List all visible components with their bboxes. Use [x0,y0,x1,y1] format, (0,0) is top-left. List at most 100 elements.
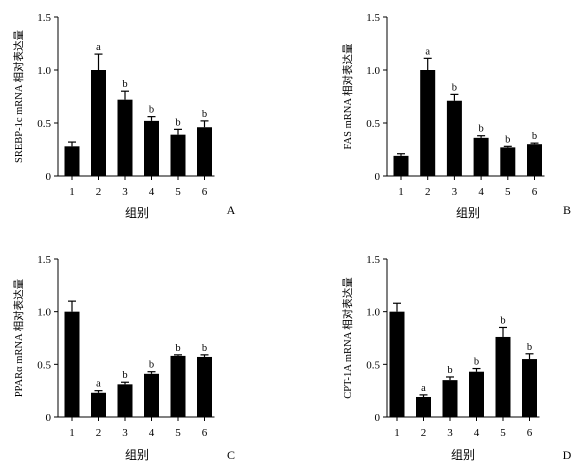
significance-letter: a [421,383,426,394]
bar [522,359,537,417]
x-axis-label: 组别 [456,206,480,220]
bar [389,311,405,417]
x-tick-label: 5 [175,186,181,198]
bar [91,392,106,417]
x-axis-label: 组别 [125,206,149,220]
significance-letter: b [505,134,510,145]
x-tick-label: 2 [96,186,102,198]
x-tick-label: 4 [149,186,155,198]
bar [495,336,511,417]
panel-label: C [227,448,235,462]
x-tick-label: 3 [447,427,453,439]
bar [446,100,462,176]
x-axis-label: 组别 [451,448,475,462]
significance-letter: b [149,360,154,371]
y-tick-label: 0.5 [37,118,51,130]
bar [197,127,212,176]
bar [393,155,409,176]
panel-label: B [563,203,571,217]
y-tick-label: 1.5 [37,254,51,266]
significance-letter: b [478,124,483,135]
x-tick-label: 5 [505,186,511,198]
bar [117,99,133,176]
y-axis-label: FAS mRNA 相对表达量 [341,43,354,149]
x-tick-label: 5 [500,427,506,439]
x-tick-label: 6 [202,427,208,439]
significance-letter: b [202,343,207,354]
bar [170,134,186,176]
bar [469,371,484,417]
significance-letter: b [447,365,452,376]
y-tick-label: 1.0 [366,307,380,319]
x-tick-label: 6 [527,427,533,439]
y-tick-label: 0.5 [366,359,380,371]
panel-label: D [563,448,572,462]
x-tick-label: 4 [478,186,484,198]
significance-letter: a [96,42,101,53]
significance-letter: a [96,379,101,390]
bar [144,373,159,417]
x-tick-label: 3 [122,427,128,439]
chart-panel-d: 0 0.5 1.0 1.5 1 a 2 b 3 b 4 b 5 b 6 CPT-1A mRNA 相对表达量组别… [341,254,572,462]
y-tick-label: 1.5 [366,12,380,24]
bar [473,137,489,176]
bar [64,146,80,176]
x-tick-label: 2 [421,427,427,439]
y-tick-label: 0 [375,412,381,424]
y-tick-label: 1.0 [37,65,51,77]
significance-letter: b [149,105,154,116]
y-tick-label: 0 [46,171,52,183]
y-tick-label: 0.5 [366,118,380,130]
x-tick-label: 3 [452,186,458,198]
significance-letter: b [202,109,207,120]
significance-letter: b [175,343,180,354]
significance-letter: b [474,357,479,368]
significance-letter: b [527,342,532,353]
y-tick-label: 0 [46,412,52,424]
y-tick-label: 0 [375,171,381,183]
x-tick-label: 6 [532,186,538,198]
bar [117,384,133,417]
bar [170,355,186,417]
y-tick-label: 1.5 [366,254,380,266]
significance-letter: b [532,131,537,142]
bar [442,380,458,417]
significance-letter: b [175,117,180,128]
y-tick-label: 1.0 [366,65,380,77]
y-tick-label: 0.5 [37,359,51,371]
y-axis-label: SREBP-1c mRNA 相对表达量 [12,29,25,163]
bar [416,396,431,417]
x-tick-label: 6 [202,186,208,198]
bar [500,147,516,176]
bar [420,70,436,176]
significance-letter: b [452,82,457,93]
significance-letter: a [425,46,430,57]
x-tick-label: 2 [96,427,102,439]
y-tick-label: 1.0 [37,307,51,319]
y-tick-label: 1.5 [37,12,51,24]
x-tick-label: 3 [122,186,128,198]
x-tick-label: 1 [398,186,404,198]
chart-panel-a: 0 0.5 1.0 1.5 1 a 2 b 3 b 4 b 5 b 6 SREBP-1c mRNA 相对表达量… [12,12,236,220]
x-axis-label: 组别 [125,448,149,462]
significance-letter: b [122,79,127,90]
bar [91,70,106,176]
x-tick-label: 1 [394,427,400,439]
x-tick-label: 5 [175,427,181,439]
x-tick-label: 4 [149,427,155,439]
y-axis-label: PPARα mRNA 相对表达量 [12,278,25,397]
significance-letter: b [500,315,505,326]
y-axis-label: CPT-1A mRNA 相对表达量 [341,277,354,399]
panel-label: A [227,203,236,217]
x-tick-label: 2 [425,186,431,198]
bar [144,120,159,176]
bar [527,144,542,176]
x-tick-label: 1 [69,427,75,439]
significance-letter: b [122,370,127,381]
x-tick-label: 4 [474,427,480,439]
bar [64,311,80,417]
x-tick-label: 1 [69,186,75,198]
